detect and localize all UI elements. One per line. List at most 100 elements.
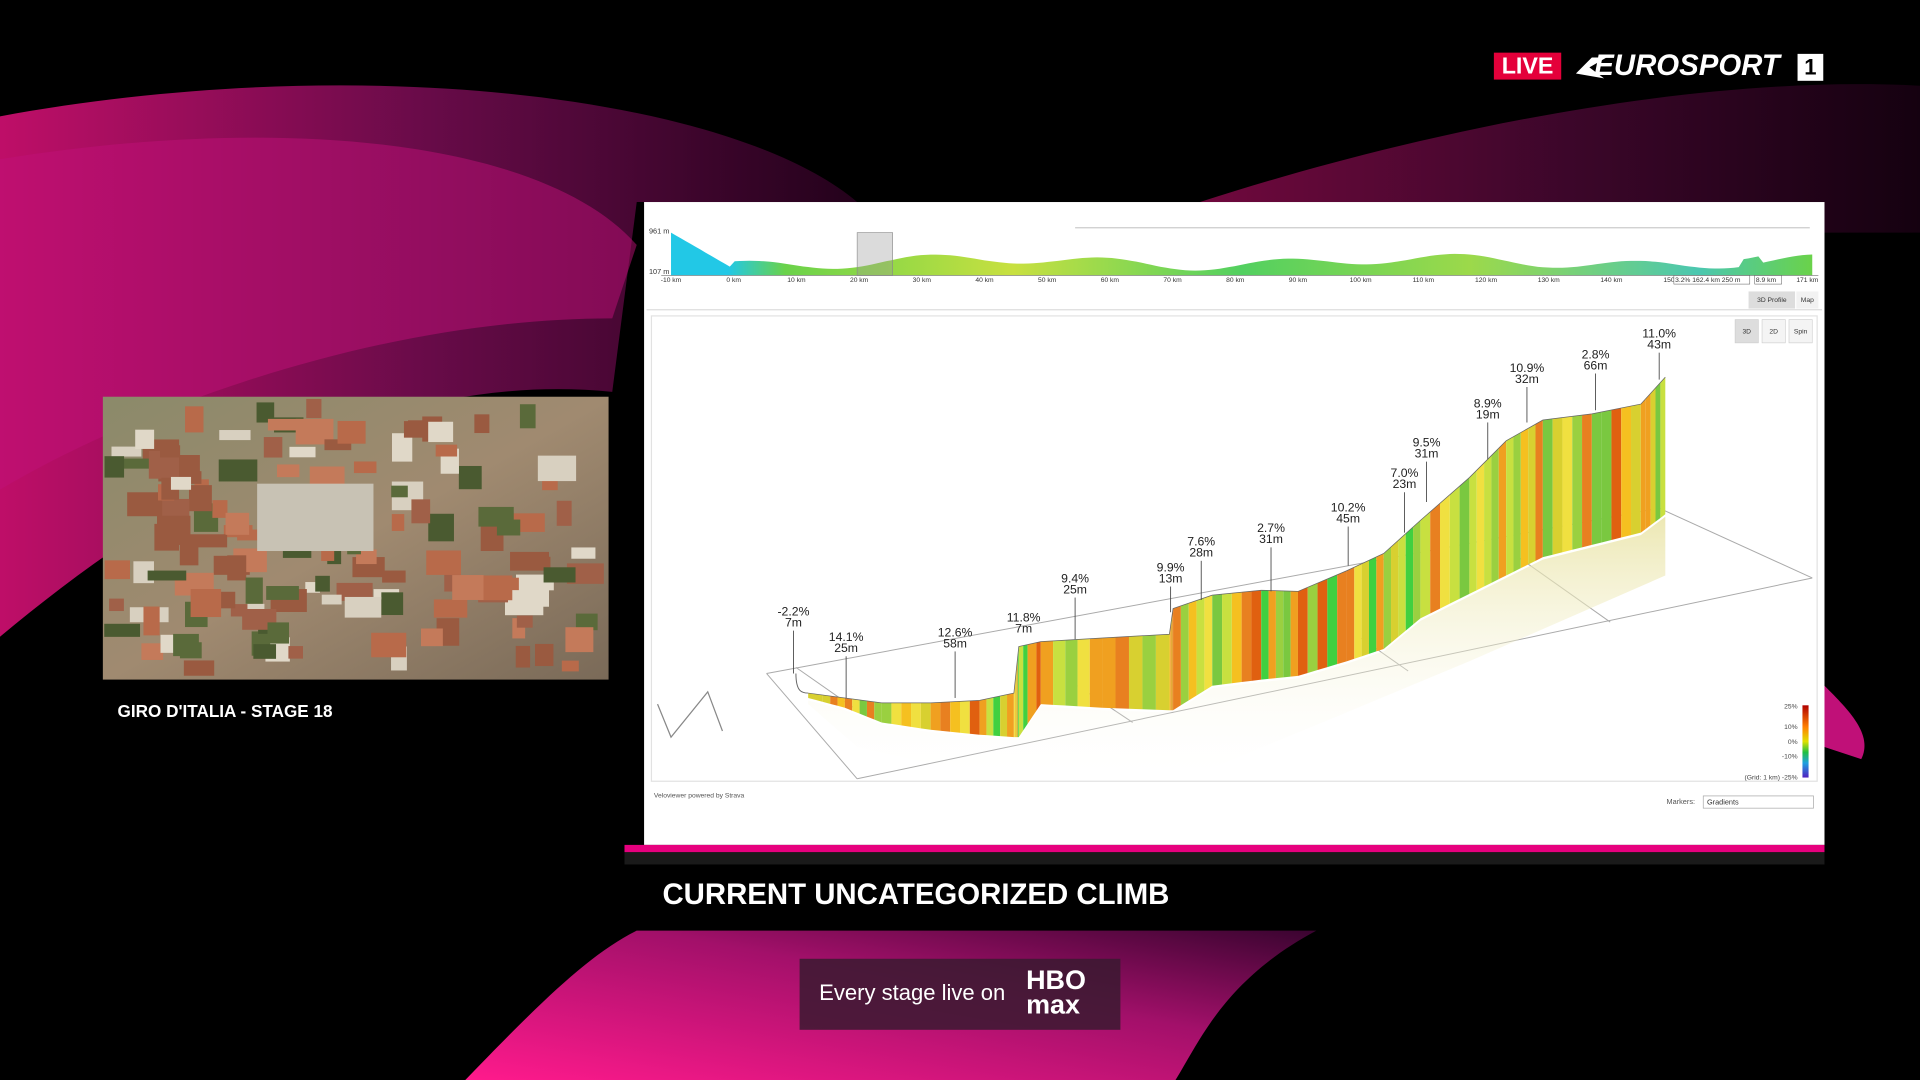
building — [141, 643, 164, 660]
readout-text: 8.9 km — [1756, 277, 1777, 284]
ribbon-stripe — [1655, 382, 1661, 522]
ribbon-stripe — [844, 697, 853, 711]
swoosh — [1200, 84, 1920, 233]
building — [517, 589, 550, 607]
building — [356, 549, 377, 565]
ribbon-stripe — [1420, 511, 1431, 619]
ribbon-stripe — [1188, 600, 1197, 701]
annotation-grade: 9.5% — [1413, 435, 1441, 449]
building — [104, 456, 125, 478]
ribbon-stripe — [1027, 643, 1032, 724]
ribbon-stripe — [1077, 638, 1090, 708]
building — [127, 492, 164, 517]
view-button[interactable] — [1761, 319, 1786, 344]
north-arrow — [656, 690, 724, 739]
ribbon-stripe — [1354, 563, 1362, 659]
ribbon-stripe — [1204, 595, 1213, 691]
ribbon-stripe — [1089, 637, 1103, 708]
ribbon-stripe — [1542, 418, 1553, 558]
elevation-min: 107 m — [649, 267, 669, 276]
building — [212, 500, 228, 518]
legend-label: 10% — [1784, 724, 1797, 731]
building — [305, 582, 320, 593]
building — [566, 563, 604, 584]
distance-label: 10 km — [787, 277, 806, 284]
ribbon-stripe — [1484, 455, 1492, 587]
tab-label: 3D Profile — [1757, 297, 1787, 304]
ribbon-stripe — [1007, 693, 1014, 738]
view-button-label: Spin — [1794, 329, 1808, 336]
ribbon-stripe — [1317, 578, 1328, 671]
annotation-length: 31m — [1259, 532, 1283, 546]
annotation-grade: 10.2% — [1331, 500, 1366, 514]
ribbon-stripe — [1032, 642, 1037, 718]
ribbon-stripe — [1142, 635, 1156, 710]
ribbon-stripe — [1128, 635, 1143, 710]
view-button-label: 3D — [1742, 329, 1751, 336]
ribbon-stripe — [1506, 436, 1514, 576]
distance-label: 30 km — [913, 277, 932, 284]
annotation-length: 7m — [1015, 622, 1032, 636]
castle — [257, 483, 374, 552]
ribbon-stripe — [1261, 590, 1269, 680]
building — [156, 515, 191, 545]
building — [162, 498, 190, 520]
building — [135, 429, 155, 449]
ribbon-stripe — [1014, 674, 1016, 738]
distance-label: 0 km — [726, 277, 741, 284]
building — [337, 420, 366, 444]
building — [428, 513, 454, 542]
ribbon-stripe — [1283, 590, 1291, 678]
ribbon-stripe — [1222, 593, 1232, 685]
ribbon-stripe — [1170, 624, 1171, 711]
ribbon-stripe — [1591, 411, 1602, 545]
ribbon-stripe — [950, 701, 960, 733]
ribbon-stripe — [830, 696, 838, 706]
tab[interactable] — [1796, 291, 1819, 309]
ribbon-stripe — [1645, 393, 1651, 529]
ribbon-stripe — [1491, 448, 1499, 583]
view-button[interactable] — [1788, 319, 1813, 344]
building — [421, 628, 443, 647]
building — [111, 446, 142, 457]
tab[interactable] — [1748, 291, 1796, 309]
distance-label: 60 km — [1101, 277, 1120, 284]
building — [306, 398, 322, 419]
ribbon-stripe — [979, 698, 987, 736]
building — [170, 476, 192, 490]
ribbon-stripe — [1268, 590, 1276, 679]
ribbon-stripe — [1469, 470, 1477, 594]
ribbon-stripe — [1155, 634, 1170, 711]
building — [288, 646, 303, 659]
building — [565, 627, 594, 653]
ribbon-stripe — [1398, 533, 1406, 637]
ribbon-stripe — [837, 696, 845, 708]
ribbon-stripe — [1212, 594, 1223, 686]
legend-label: -10% — [1782, 754, 1798, 761]
ribbon-stripe — [1631, 404, 1641, 536]
distance-label: 140 km — [1600, 277, 1622, 284]
ribbon-stripe — [1535, 420, 1543, 561]
building — [371, 632, 407, 658]
annotation-grade: 2.8% — [1582, 347, 1610, 361]
view-frame — [650, 315, 1818, 782]
ribbon-stripe — [920, 702, 931, 730]
overview-window — [856, 232, 893, 276]
ribbon-stripe — [1346, 567, 1355, 662]
ribbon-stripe — [1196, 597, 1205, 696]
view-button[interactable] — [1734, 319, 1759, 344]
building — [561, 660, 579, 672]
legend-label: (Grid: 1 km) -25% — [1745, 774, 1798, 781]
ribbon-stripe — [1115, 636, 1129, 709]
ribbon-stripe — [1391, 540, 1399, 643]
elevation-max: 961 m — [649, 226, 669, 235]
promo-text: Every stage live on — [819, 980, 1005, 1005]
ribbon-stripe — [1023, 644, 1028, 731]
ribbon-stripe — [911, 702, 921, 729]
overview-profile — [671, 232, 1813, 276]
building — [263, 437, 283, 458]
markers-select[interactable] — [1702, 795, 1814, 809]
ribbon-stripe — [1015, 665, 1017, 738]
ribbon-stripe — [1231, 592, 1242, 684]
